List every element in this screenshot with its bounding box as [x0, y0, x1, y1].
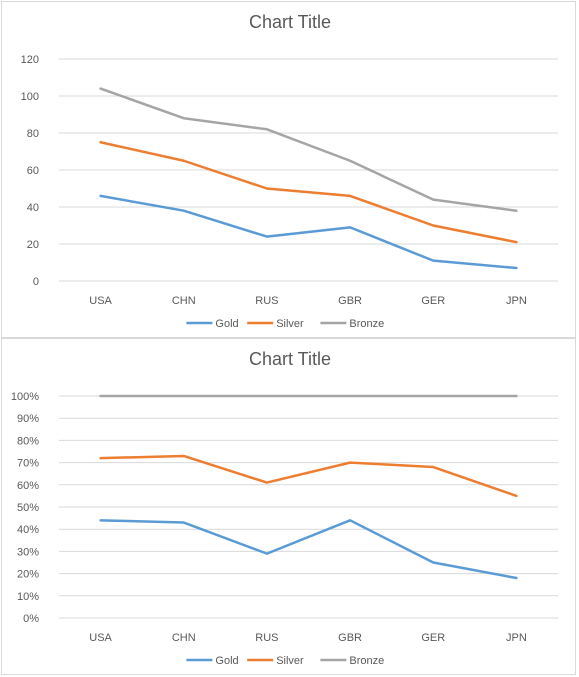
- legend-label-silver: Silver: [276, 655, 304, 667]
- series-line-gold: [99, 194, 518, 270]
- series-line-bronze: [99, 87, 518, 212]
- x-tick-label: GBR: [338, 632, 362, 644]
- y-tick-label: 60: [27, 165, 39, 177]
- legend-label-gold: Gold: [215, 655, 238, 667]
- legend-label-bronze: Bronze: [349, 318, 384, 330]
- x-tick-label: CHN: [172, 632, 196, 644]
- y-tick-label: 30%: [17, 546, 39, 558]
- x-tick-label: JPN: [506, 632, 527, 644]
- y-tick-label: 100%: [11, 391, 39, 403]
- chart-title: Chart Title: [249, 349, 331, 369]
- y-tick-label: 70%: [17, 458, 39, 470]
- x-tick-label: USA: [89, 295, 112, 307]
- y-tick-label: 0%: [23, 613, 39, 625]
- x-tick-label: GER: [421, 295, 445, 307]
- x-tick-label: USA: [89, 632, 112, 644]
- y-tick-label: 20: [27, 239, 39, 251]
- x-tick-label: JPN: [506, 295, 527, 307]
- y-tick-label: 60%: [17, 480, 39, 492]
- y-tick-label: 50%: [17, 502, 39, 514]
- y-tick-label: 20%: [17, 569, 39, 581]
- x-tick-label: GBR: [338, 295, 362, 307]
- x-tick-label: RUS: [255, 295, 278, 307]
- y-tick-label: 90%: [17, 413, 39, 425]
- legend-label-gold: Gold: [215, 318, 238, 330]
- y-tick-label: 0: [33, 276, 39, 288]
- line-chart-absolute: Chart Title 0 20 40 60 80 100 120 USA CHN RUS GBR GE…: [21, 12, 558, 330]
- y-tick-label: 10%: [17, 591, 39, 603]
- y-tick-label: 80%: [17, 435, 39, 447]
- chart-panel-stacked-percent: Chart Title 0% 10% 20% 30% 40% 50% 60% 70% 80% 90%…: [1, 338, 576, 675]
- y-tick-label: 120: [21, 54, 39, 66]
- series-line-silver: [99, 141, 518, 244]
- x-tick-label: CHN: [172, 295, 196, 307]
- y-tick-label: 80: [27, 128, 39, 140]
- line-chart-stacked-percent: Chart Title 0% 10% 20% 30% 40% 50% 60% 70% 80% 90%…: [11, 349, 558, 667]
- chart-panel-absolute: Chart Title 0 20 40 60 80 100 120 USA CHN RUS GBR GE…: [1, 1, 576, 338]
- series-line-silver: [99, 454, 518, 498]
- y-tick-label: 40%: [17, 524, 39, 536]
- chart-title: Chart Title: [249, 12, 331, 32]
- legend-label-bronze: Bronze: [349, 655, 384, 667]
- series-line-gold: [99, 519, 518, 580]
- legend-label-silver: Silver: [276, 318, 304, 330]
- y-tick-label: 40: [27, 202, 39, 214]
- x-tick-label: RUS: [255, 632, 278, 644]
- x-tick-label: GER: [421, 632, 445, 644]
- y-tick-label: 100: [21, 91, 39, 103]
